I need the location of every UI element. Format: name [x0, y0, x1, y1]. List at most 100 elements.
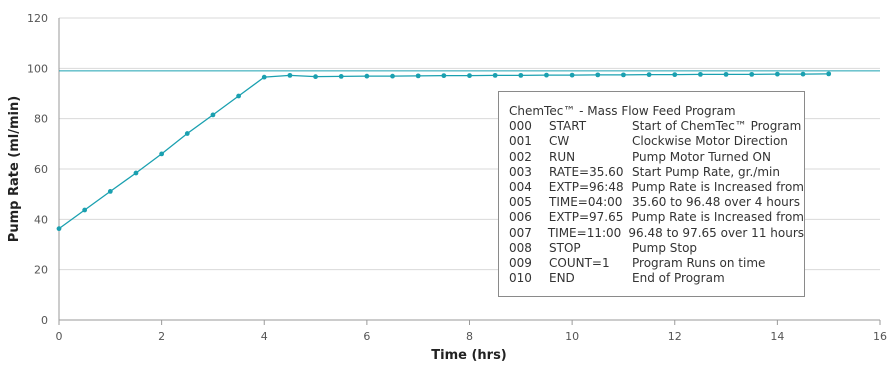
data-point — [826, 71, 832, 77]
data-point — [364, 73, 370, 79]
step-code: 008 — [509, 240, 532, 255]
step-command: RUN — [549, 149, 576, 164]
step-command: EXTP=97.65 — [548, 210, 624, 225]
x-tick-label: 16 — [873, 330, 887, 343]
data-point — [287, 72, 293, 78]
step-description: Start Pump Rate, gr./min — [632, 164, 780, 179]
step-command: END — [549, 271, 575, 286]
data-point — [236, 93, 241, 99]
program-step-row: 004 EXTP=96:48 Pump Rate is Increased from — [509, 180, 804, 195]
x-tick-label: 0 — [56, 330, 63, 343]
series-pump-rate — [56, 71, 832, 232]
x-tick-label: 2 — [158, 330, 165, 343]
step-command: CW — [549, 134, 570, 149]
x-tick-label: 6 — [363, 330, 370, 343]
data-point — [415, 73, 421, 79]
y-tick-label: 40 — [34, 213, 48, 226]
step-code: 006 — [509, 210, 532, 225]
data-point — [621, 72, 626, 78]
step-code: 004 — [509, 180, 532, 195]
y-axis-ticks: 0 20 40 60 80 100 120 — [27, 12, 48, 327]
data-point — [800, 71, 806, 77]
data-point — [492, 72, 498, 78]
x-tick-label: 8 — [466, 330, 473, 343]
legend-rows: 000 START Start of ChemTec™ Program 001 CW Cl… — [509, 119, 804, 286]
y-tick-label: 120 — [27, 12, 48, 25]
step-command: EXTP=96:48 — [548, 180, 624, 195]
step-description: Start of ChemTec™ Program — [632, 119, 802, 134]
data-point — [56, 226, 62, 232]
data-point — [441, 73, 447, 79]
program-step-row: 010 END End of Program — [509, 271, 804, 286]
y-tick-label: 80 — [34, 113, 48, 126]
program-step-row: 005 TIME=04:00 35.60 to 96.48 over 4 hours — [509, 195, 804, 210]
program-step-row: 003 RATE=35.60 Start Pump Rate, gr./min — [509, 165, 804, 180]
y-tick-label: 60 — [34, 163, 48, 176]
step-description: Pump Rate is Increased from — [631, 180, 804, 195]
y-axis-label: Pump Rate (ml/min) — [7, 96, 22, 242]
program-step-row: 000 START Start of ChemTec™ Program — [509, 119, 804, 134]
data-point — [133, 170, 139, 176]
y-tick-label: 100 — [27, 62, 48, 75]
program-step-row: 002 RUN Pump Motor Turned ON — [509, 150, 804, 165]
data-point — [338, 73, 344, 79]
step-description: 96.48 to 97.65 over 11 hours — [628, 225, 804, 240]
step-description: Program Runs on time — [632, 256, 766, 271]
step-code: 010 — [509, 271, 532, 286]
data-point — [646, 72, 652, 78]
data-point — [749, 71, 755, 77]
data-point — [774, 71, 780, 77]
step-description: End of Program — [632, 271, 725, 286]
x-tick-label: 14 — [770, 330, 784, 343]
data-point — [698, 71, 703, 77]
data-point — [544, 72, 549, 78]
program-legend: ChemTec™ - Mass Flow Feed Program 000 STA… — [498, 91, 805, 297]
data-point — [390, 73, 395, 79]
data-point — [210, 112, 216, 118]
data-point — [467, 73, 472, 79]
x-axis-ticks: 0 2 4 6 8 10 12 14 16 — [56, 320, 887, 343]
step-code: 005 — [509, 195, 532, 210]
x-tick-label: 4 — [261, 330, 268, 343]
data-point — [595, 72, 601, 78]
data-point — [672, 72, 678, 78]
y-tick-label: 20 — [34, 264, 48, 277]
step-code: 009 — [509, 256, 532, 271]
step-command: TIME=11:00 — [547, 225, 622, 240]
step-code: 001 — [509, 134, 532, 149]
data-point — [107, 188, 113, 194]
step-code: 003 — [509, 164, 532, 179]
x-tick-label: 10 — [565, 330, 579, 343]
step-command: STOP — [549, 240, 581, 255]
program-step-row: 008 STOP Pump Stop — [509, 241, 804, 256]
data-point — [184, 131, 190, 136]
data-point — [82, 207, 88, 213]
step-command: RATE=35.60 — [549, 164, 624, 179]
step-description: 35.60 to 96.48 over 4 hours — [632, 195, 800, 210]
step-code: 007 — [509, 225, 532, 240]
data-point — [313, 74, 318, 80]
data-point — [518, 72, 524, 78]
program-step-row: 006 EXTP=97.65 Pump Rate is Increased from — [509, 210, 804, 225]
step-description: Pump Stop — [632, 240, 698, 255]
step-description: Pump Motor Turned ON — [632, 149, 771, 164]
data-point — [569, 72, 575, 78]
y-tick-label: 0 — [41, 314, 48, 327]
step-code: 002 — [509, 149, 532, 164]
step-command: COUNT=1 — [549, 256, 610, 271]
step-command: START — [549, 119, 587, 134]
legend-title: ChemTec™ - Mass Flow Feed Program — [509, 104, 736, 118]
program-step-row: 001 CW Clockwise Motor Direction — [509, 134, 804, 149]
program-step-row: 009 COUNT=1 Program Runs on time — [509, 256, 804, 271]
step-command: TIME=04:00 — [549, 195, 623, 210]
data-point — [723, 71, 729, 77]
program-step-row: 007 TIME=11:00 96.48 to 97.65 over 11 hour… — [509, 226, 804, 241]
data-point — [261, 74, 267, 80]
step-description: Clockwise Motor Direction — [632, 134, 788, 149]
x-tick-label: 12 — [668, 330, 682, 343]
step-description: Pump Rate is Increased from — [631, 210, 804, 225]
gridlines — [59, 17, 880, 321]
step-code: 000 — [509, 119, 532, 134]
data-point — [159, 151, 165, 157]
